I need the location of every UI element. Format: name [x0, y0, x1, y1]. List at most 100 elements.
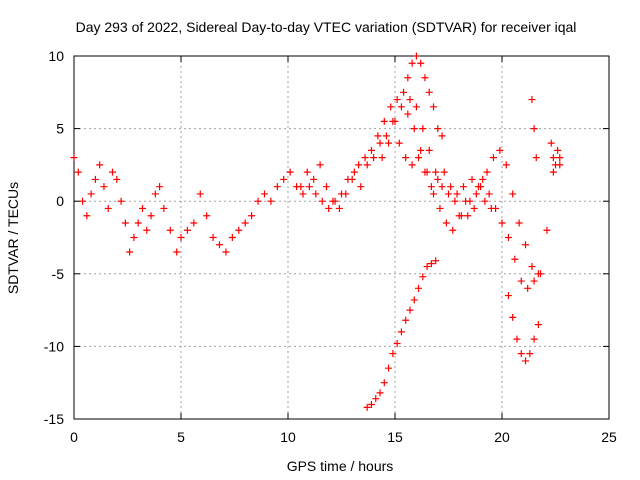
data-point [412, 52, 420, 60]
data-point [363, 161, 371, 169]
data-point [455, 212, 463, 220]
data-point [554, 146, 562, 154]
data-point [404, 74, 412, 82]
data-point [143, 226, 151, 234]
data-point [96, 161, 104, 169]
data-point [434, 125, 442, 133]
data-point [310, 175, 318, 183]
data-point [522, 357, 530, 365]
data-point [419, 273, 427, 281]
data-point [402, 154, 410, 162]
data-point [543, 226, 551, 234]
data-point [190, 219, 198, 227]
data-point [130, 234, 138, 241]
data-point [453, 190, 461, 198]
data-point [342, 190, 350, 198]
data-point [408, 161, 416, 169]
y-tick-label: -5 [52, 266, 65, 282]
data-point [391, 117, 399, 125]
data-point [355, 161, 363, 169]
data-point [367, 146, 375, 154]
data-point [549, 168, 557, 176]
data-point [530, 335, 538, 343]
data-point [318, 197, 326, 205]
data-point [423, 263, 431, 271]
data-point [280, 175, 288, 183]
data-point [380, 117, 388, 125]
data-point [380, 379, 388, 387]
data-point [410, 125, 418, 133]
x-tick-label: 10 [280, 429, 296, 445]
data-point [113, 175, 121, 183]
data-point [305, 183, 313, 191]
data-point [357, 183, 365, 191]
data-point [479, 175, 487, 183]
data-point [528, 263, 536, 271]
data-point [430, 103, 438, 111]
data-point [138, 204, 146, 212]
data-point [393, 96, 401, 104]
data-point [440, 168, 448, 176]
data-point [316, 161, 324, 169]
data-point [121, 219, 129, 227]
data-point [402, 316, 410, 324]
data-point [389, 350, 397, 358]
data-point [412, 103, 420, 111]
series-middle-track [378, 103, 495, 234]
data-point [361, 154, 369, 162]
data-point [378, 154, 386, 162]
data-point [513, 335, 521, 343]
axis-ticks [73, 55, 610, 420]
data-point [374, 132, 382, 140]
data-point [156, 183, 164, 191]
data-point [549, 154, 557, 162]
data-point [183, 226, 191, 234]
data-point [404, 110, 412, 118]
data-point [100, 183, 108, 191]
data-point [363, 403, 371, 411]
data-point [515, 219, 523, 227]
data-point [196, 190, 204, 198]
data-point [442, 219, 450, 227]
data-point [325, 204, 333, 212]
data-point [517, 350, 525, 358]
data-point [530, 125, 538, 133]
data-point [397, 328, 405, 336]
y-tick-label: -10 [44, 338, 64, 354]
y-tick-label: 10 [48, 48, 64, 64]
data-point [502, 161, 510, 169]
data-point [241, 219, 249, 227]
data-point [438, 183, 446, 191]
x-tick-label: 15 [387, 429, 403, 445]
data-point [447, 183, 455, 191]
data-point [483, 168, 491, 176]
y-tick-label: 0 [56, 193, 64, 209]
data-point [451, 197, 459, 205]
data-point [299, 190, 307, 198]
data-point [434, 175, 442, 183]
data-point [532, 154, 540, 162]
data-point [387, 103, 395, 111]
data-points [70, 52, 564, 411]
x-tick-label: 5 [177, 429, 185, 445]
data-point [382, 132, 390, 140]
data-point [235, 226, 243, 234]
data-point [509, 190, 517, 198]
data-point [267, 197, 275, 205]
data-point [406, 96, 414, 104]
data-point [323, 183, 331, 191]
x-tick-label: 25 [601, 429, 617, 445]
x-tick-label: 0 [70, 429, 78, 445]
data-point [504, 234, 512, 241]
data-point [260, 190, 268, 198]
data-point [504, 292, 512, 300]
data-point [109, 168, 117, 176]
data-point [459, 183, 467, 191]
data-point [177, 234, 185, 241]
data-point [117, 197, 125, 205]
y-tick-label: -15 [44, 411, 64, 427]
plot-frame [73, 55, 610, 420]
data-point [449, 226, 457, 234]
data-point [397, 103, 405, 111]
